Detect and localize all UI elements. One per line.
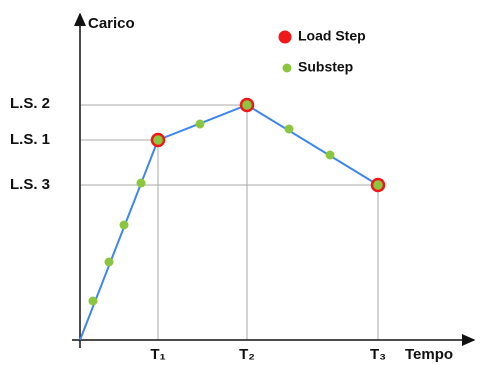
substep-point	[88, 296, 98, 306]
load-step-point	[370, 177, 386, 193]
guide-lines	[80, 104, 379, 340]
y-tick-label: L.S. 3	[10, 176, 50, 193]
substep-point	[104, 257, 114, 267]
y-axis-label: Carico	[88, 15, 135, 32]
substep-point	[284, 124, 294, 134]
substeps	[88, 119, 335, 306]
load-steps	[150, 97, 386, 193]
y-tick-label: L.S. 2	[10, 95, 50, 112]
substep-point	[119, 220, 129, 230]
x-axis-label: Tempo	[405, 346, 453, 363]
legend-substep: Substep	[298, 59, 353, 75]
x-tick-label: T₃	[370, 346, 386, 363]
x-tick-label: T₁	[150, 346, 165, 363]
legend-load-step: Load Step	[298, 28, 366, 44]
legend-substep-marker	[282, 63, 292, 73]
substep-point	[195, 119, 205, 129]
legend-load-step-marker	[278, 30, 292, 44]
y-tick-label: L.S. 1	[10, 131, 50, 148]
load-step-point	[150, 132, 166, 148]
substep-point	[325, 150, 335, 160]
x-tick-label: T₂	[239, 346, 255, 363]
substep-point	[136, 178, 146, 188]
load-step-point	[239, 97, 255, 113]
